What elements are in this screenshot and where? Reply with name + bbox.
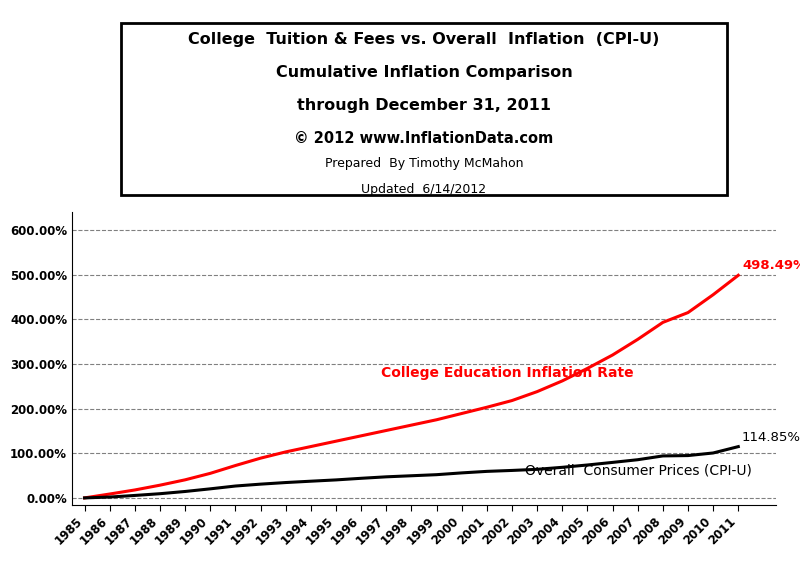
Text: © 2012 www.InflationData.com: © 2012 www.InflationData.com	[294, 130, 554, 146]
Text: College  Tuition & Fees vs. Overall  Inflation  (CPI-U): College Tuition & Fees vs. Overall Infla…	[188, 32, 660, 47]
Text: 498.49%: 498.49%	[742, 259, 800, 271]
Text: Prepared  By Timothy McMahon: Prepared By Timothy McMahon	[325, 157, 523, 170]
Text: College Education Inflation Rate: College Education Inflation Rate	[382, 367, 634, 380]
Text: Updated  6/14/2012: Updated 6/14/2012	[362, 183, 486, 195]
FancyBboxPatch shape	[122, 23, 726, 195]
Text: through December 31, 2011: through December 31, 2011	[297, 97, 551, 113]
Text: Cumulative Inflation Comparison: Cumulative Inflation Comparison	[276, 65, 572, 79]
Text: 114.85%: 114.85%	[742, 431, 800, 444]
Text: Overall  Consumer Prices (CPI-U): Overall Consumer Prices (CPI-U)	[525, 463, 751, 478]
